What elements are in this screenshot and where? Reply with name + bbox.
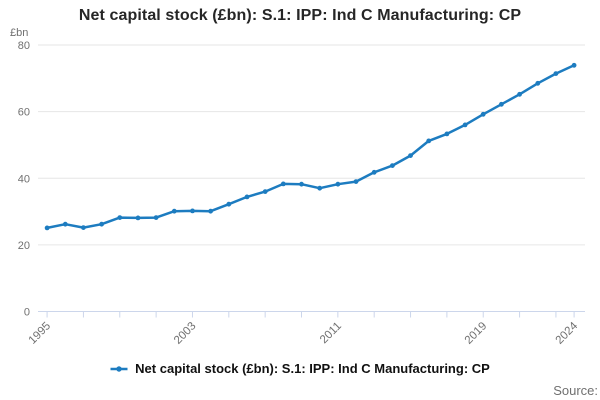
x-tick-label: 2011 bbox=[318, 320, 344, 346]
data-point[interactable] bbox=[390, 163, 395, 169]
data-point[interactable] bbox=[208, 208, 214, 214]
x-tick-label: 1995 bbox=[27, 320, 54, 347]
data-point[interactable] bbox=[426, 138, 432, 144]
data-point[interactable] bbox=[62, 221, 68, 227]
data-point[interactable] bbox=[226, 201, 232, 207]
legend-label: Net capital stock (£bn): S.1: IPP: Ind C… bbox=[135, 361, 490, 376]
y-tick-label: 20 bbox=[18, 240, 30, 252]
data-point[interactable] bbox=[135, 215, 141, 221]
data-point[interactable] bbox=[99, 221, 104, 227]
y-axis-unit-label: £bn bbox=[10, 27, 29, 39]
data-point[interactable] bbox=[353, 179, 359, 185]
series-line bbox=[45, 64, 576, 230]
data-point[interactable] bbox=[244, 194, 250, 200]
data-point[interactable] bbox=[81, 225, 86, 231]
legend-item[interactable]: Net capital stock (£bn): S.1: IPP: Ind C… bbox=[0, 361, 600, 376]
x-tick-label: 2024 bbox=[554, 320, 581, 347]
y-tick-label: 40 bbox=[18, 173, 30, 185]
data-point[interactable] bbox=[262, 189, 268, 195]
legend-line-marker-icon bbox=[110, 365, 128, 372]
data-point[interactable] bbox=[317, 185, 323, 191]
data-point[interactable] bbox=[280, 181, 286, 187]
data-point[interactable] bbox=[444, 131, 450, 137]
data-point[interactable] bbox=[535, 80, 541, 86]
data-point[interactable] bbox=[44, 225, 50, 231]
data-point[interactable] bbox=[299, 181, 304, 187]
data-point[interactable] bbox=[371, 169, 377, 175]
x-tick-label: 2019 bbox=[463, 320, 490, 347]
data-point[interactable] bbox=[153, 215, 159, 221]
data-point[interactable] bbox=[171, 208, 177, 214]
y-tick-label: 0 bbox=[24, 307, 30, 319]
y-tick-label: 60 bbox=[18, 107, 30, 119]
data-point[interactable] bbox=[571, 62, 577, 68]
data-point[interactable] bbox=[499, 101, 504, 107]
data-point[interactable] bbox=[462, 122, 468, 128]
chart-title: Net capital stock (£bn): S.1: IPP: Ind C… bbox=[78, 7, 522, 24]
data-point[interactable] bbox=[480, 111, 486, 117]
data-point[interactable] bbox=[335, 181, 341, 187]
data-point[interactable] bbox=[517, 91, 522, 97]
source-text: Source: bbox=[553, 383, 598, 398]
data-point[interactable] bbox=[117, 215, 123, 221]
data-point[interactable] bbox=[190, 208, 195, 214]
y-tick-label: 80 bbox=[18, 40, 30, 52]
x-tick-label: 2003 bbox=[172, 320, 199, 347]
data-point[interactable] bbox=[553, 71, 559, 76]
data-point[interactable] bbox=[408, 153, 413, 159]
